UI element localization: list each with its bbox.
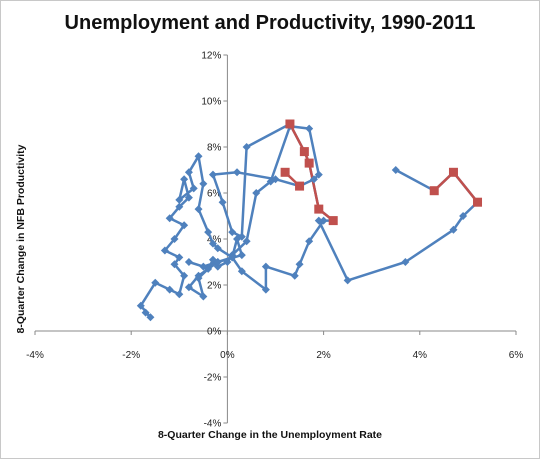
data-point-diamond bbox=[199, 292, 208, 301]
data-point-diamond bbox=[194, 205, 203, 214]
data-point-diamond bbox=[237, 232, 246, 241]
data-point-diamond bbox=[290, 271, 299, 280]
data-point-diamond bbox=[204, 228, 213, 237]
data-point-diamond bbox=[136, 301, 145, 310]
data-point-diamond bbox=[180, 175, 189, 184]
data-point-diamond bbox=[242, 143, 251, 151]
data-point-diamond bbox=[237, 267, 246, 276]
data-point-diamond bbox=[213, 258, 222, 266]
x-tick-label: 4% bbox=[413, 350, 428, 361]
x-tick-label: 6% bbox=[509, 350, 524, 361]
y-tick-label: -2% bbox=[204, 373, 222, 384]
y-tick-label: 4% bbox=[207, 235, 222, 246]
data-point-diamond bbox=[175, 195, 184, 204]
data-point-diamond bbox=[175, 202, 184, 211]
data-point-diamond bbox=[213, 244, 222, 253]
data-point-diamond bbox=[184, 168, 193, 177]
data-point-diamond bbox=[309, 175, 318, 184]
data-point-diamond bbox=[237, 251, 246, 260]
data-point-diamond bbox=[184, 283, 193, 292]
data-point-diamond bbox=[151, 278, 160, 287]
data-point-diamond bbox=[180, 271, 189, 280]
y-tick-label: 0% bbox=[207, 327, 222, 338]
data-point-diamond bbox=[213, 262, 222, 271]
y-tick-label: 6% bbox=[207, 189, 222, 200]
series-line bbox=[317, 168, 479, 282]
data-point-square bbox=[295, 181, 305, 191]
data-point-square bbox=[299, 147, 309, 157]
data-point-diamond bbox=[208, 170, 217, 179]
data-point-diamond bbox=[223, 258, 232, 266]
data-point-diamond bbox=[305, 124, 314, 133]
data-point-square bbox=[314, 204, 324, 214]
data-point-diamond bbox=[252, 189, 261, 197]
data-point-diamond bbox=[228, 228, 237, 237]
y-tick-label: 12% bbox=[201, 51, 221, 62]
data-point-diamond bbox=[180, 221, 189, 230]
data-point-square bbox=[280, 167, 290, 177]
data-point-diamond bbox=[314, 170, 323, 179]
data-point-diamond bbox=[271, 175, 280, 184]
data-point-diamond bbox=[170, 235, 179, 243]
y-tick-label: -4% bbox=[204, 419, 222, 430]
data-point-square bbox=[429, 186, 439, 196]
data-point-diamond bbox=[233, 168, 242, 177]
data-point-diamond bbox=[314, 216, 323, 225]
data-point-diamond bbox=[459, 212, 468, 220]
data-point-diamond bbox=[242, 237, 251, 246]
data-point-diamond bbox=[261, 262, 270, 271]
data-point-square bbox=[285, 119, 295, 129]
data-point-diamond bbox=[228, 253, 237, 262]
data-point-diamond bbox=[194, 152, 203, 161]
x-axis-title: 8-Quarter Change in the Unemployment Rat… bbox=[158, 429, 382, 441]
data-point-diamond bbox=[175, 253, 184, 262]
data-point-diamond bbox=[165, 285, 174, 294]
data-point-diamond bbox=[261, 285, 270, 294]
data-point-diamond bbox=[199, 179, 208, 188]
y-axis-title: 8-Quarter Change in NFB Productivity bbox=[15, 144, 27, 333]
y-tick-label: 8% bbox=[207, 143, 222, 154]
data-point-diamond bbox=[184, 258, 193, 266]
data-point-diamond bbox=[184, 193, 193, 202]
data-point-square bbox=[448, 167, 458, 177]
data-point-diamond bbox=[189, 184, 198, 193]
data-point-diamond bbox=[208, 239, 217, 248]
data-point-diamond bbox=[146, 313, 155, 322]
x-tick-label: -4% bbox=[26, 350, 44, 361]
data-point-square bbox=[304, 158, 314, 168]
data-point-diamond bbox=[175, 290, 184, 299]
data-point-square bbox=[328, 216, 338, 226]
y-tick-label: 2% bbox=[207, 281, 222, 292]
chart-title: Unemployment and Productivity, 1990-2011 bbox=[64, 12, 476, 34]
data-point-diamond bbox=[141, 308, 150, 317]
data-point-diamond bbox=[391, 166, 400, 174]
data-point-square bbox=[473, 197, 483, 207]
data-point-diamond bbox=[170, 260, 179, 269]
data-point-diamond bbox=[160, 246, 169, 255]
data-point-diamond bbox=[194, 274, 203, 283]
x-tick-label: -2% bbox=[122, 350, 140, 361]
y-tick-label: 10% bbox=[201, 97, 221, 108]
data-point-diamond bbox=[165, 214, 174, 223]
data-point-diamond bbox=[449, 225, 458, 234]
data-point-diamond bbox=[401, 258, 410, 266]
x-tick-label: 2% bbox=[316, 350, 331, 361]
data-point-diamond bbox=[199, 262, 208, 271]
data-point-diamond bbox=[218, 198, 227, 207]
data-point-diamond bbox=[295, 260, 304, 269]
x-tick-label: 0% bbox=[220, 350, 235, 361]
data-point-diamond bbox=[319, 216, 328, 225]
data-point-diamond bbox=[305, 237, 314, 246]
data-point-diamond bbox=[343, 276, 352, 285]
